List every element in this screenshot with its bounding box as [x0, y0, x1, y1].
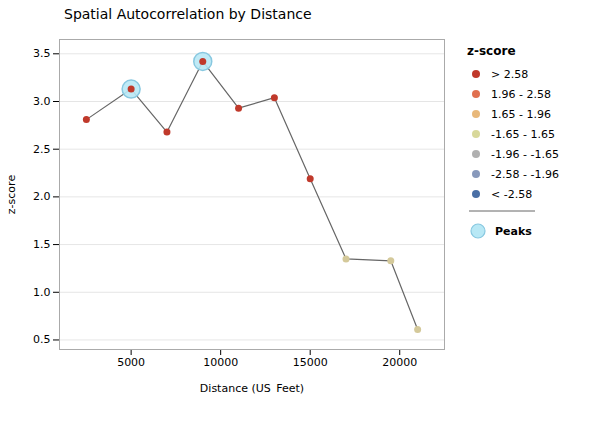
svg-text:3.0: 3.0	[33, 95, 51, 108]
html-text:z-score: z-score	[467, 44, 516, 58]
svg-text:15000: 15000	[293, 356, 328, 369]
html-text:-1.65 - 1.65: -1.65 - 1.65	[491, 127, 555, 141]
svg-text:5000: 5000	[117, 356, 145, 369]
html-text:1.65 - 1.96: 1.65 - 1.96	[491, 107, 551, 121]
svg-text:1.5: 1.5	[33, 238, 51, 251]
svg-text:3.5: 3.5	[33, 47, 51, 60]
html-text:> 2.58: > 2.58	[491, 67, 529, 81]
svg-text:1.0: 1.0	[33, 286, 51, 299]
html-text:< -2.58: < -2.58	[491, 187, 533, 201]
html-text:Spatial Autocorrelation by Dis: Spatial Autocorrelation by Distance	[64, 6, 312, 22]
svg-text:0.5: 0.5	[33, 333, 51, 346]
svg-text:2.5: 2.5	[33, 143, 51, 156]
svg-text:z-score: z-score	[5, 175, 18, 215]
html-text:Peaks: Peaks	[495, 224, 532, 238]
html-text:-1.96 - -1.65: -1.96 - -1.65	[491, 147, 559, 161]
svg-text:2.0: 2.0	[33, 190, 51, 203]
html-text:1.96 - 2.58: 1.96 - 2.58	[491, 87, 551, 101]
svg-text:10000: 10000	[203, 356, 238, 369]
html-text:-2.58 - -1.96: -2.58 - -1.96	[491, 167, 559, 181]
svg-text:20000: 20000	[382, 356, 417, 369]
svg-text:Distance (US_Feet): Distance (US_Feet)	[200, 382, 304, 395]
